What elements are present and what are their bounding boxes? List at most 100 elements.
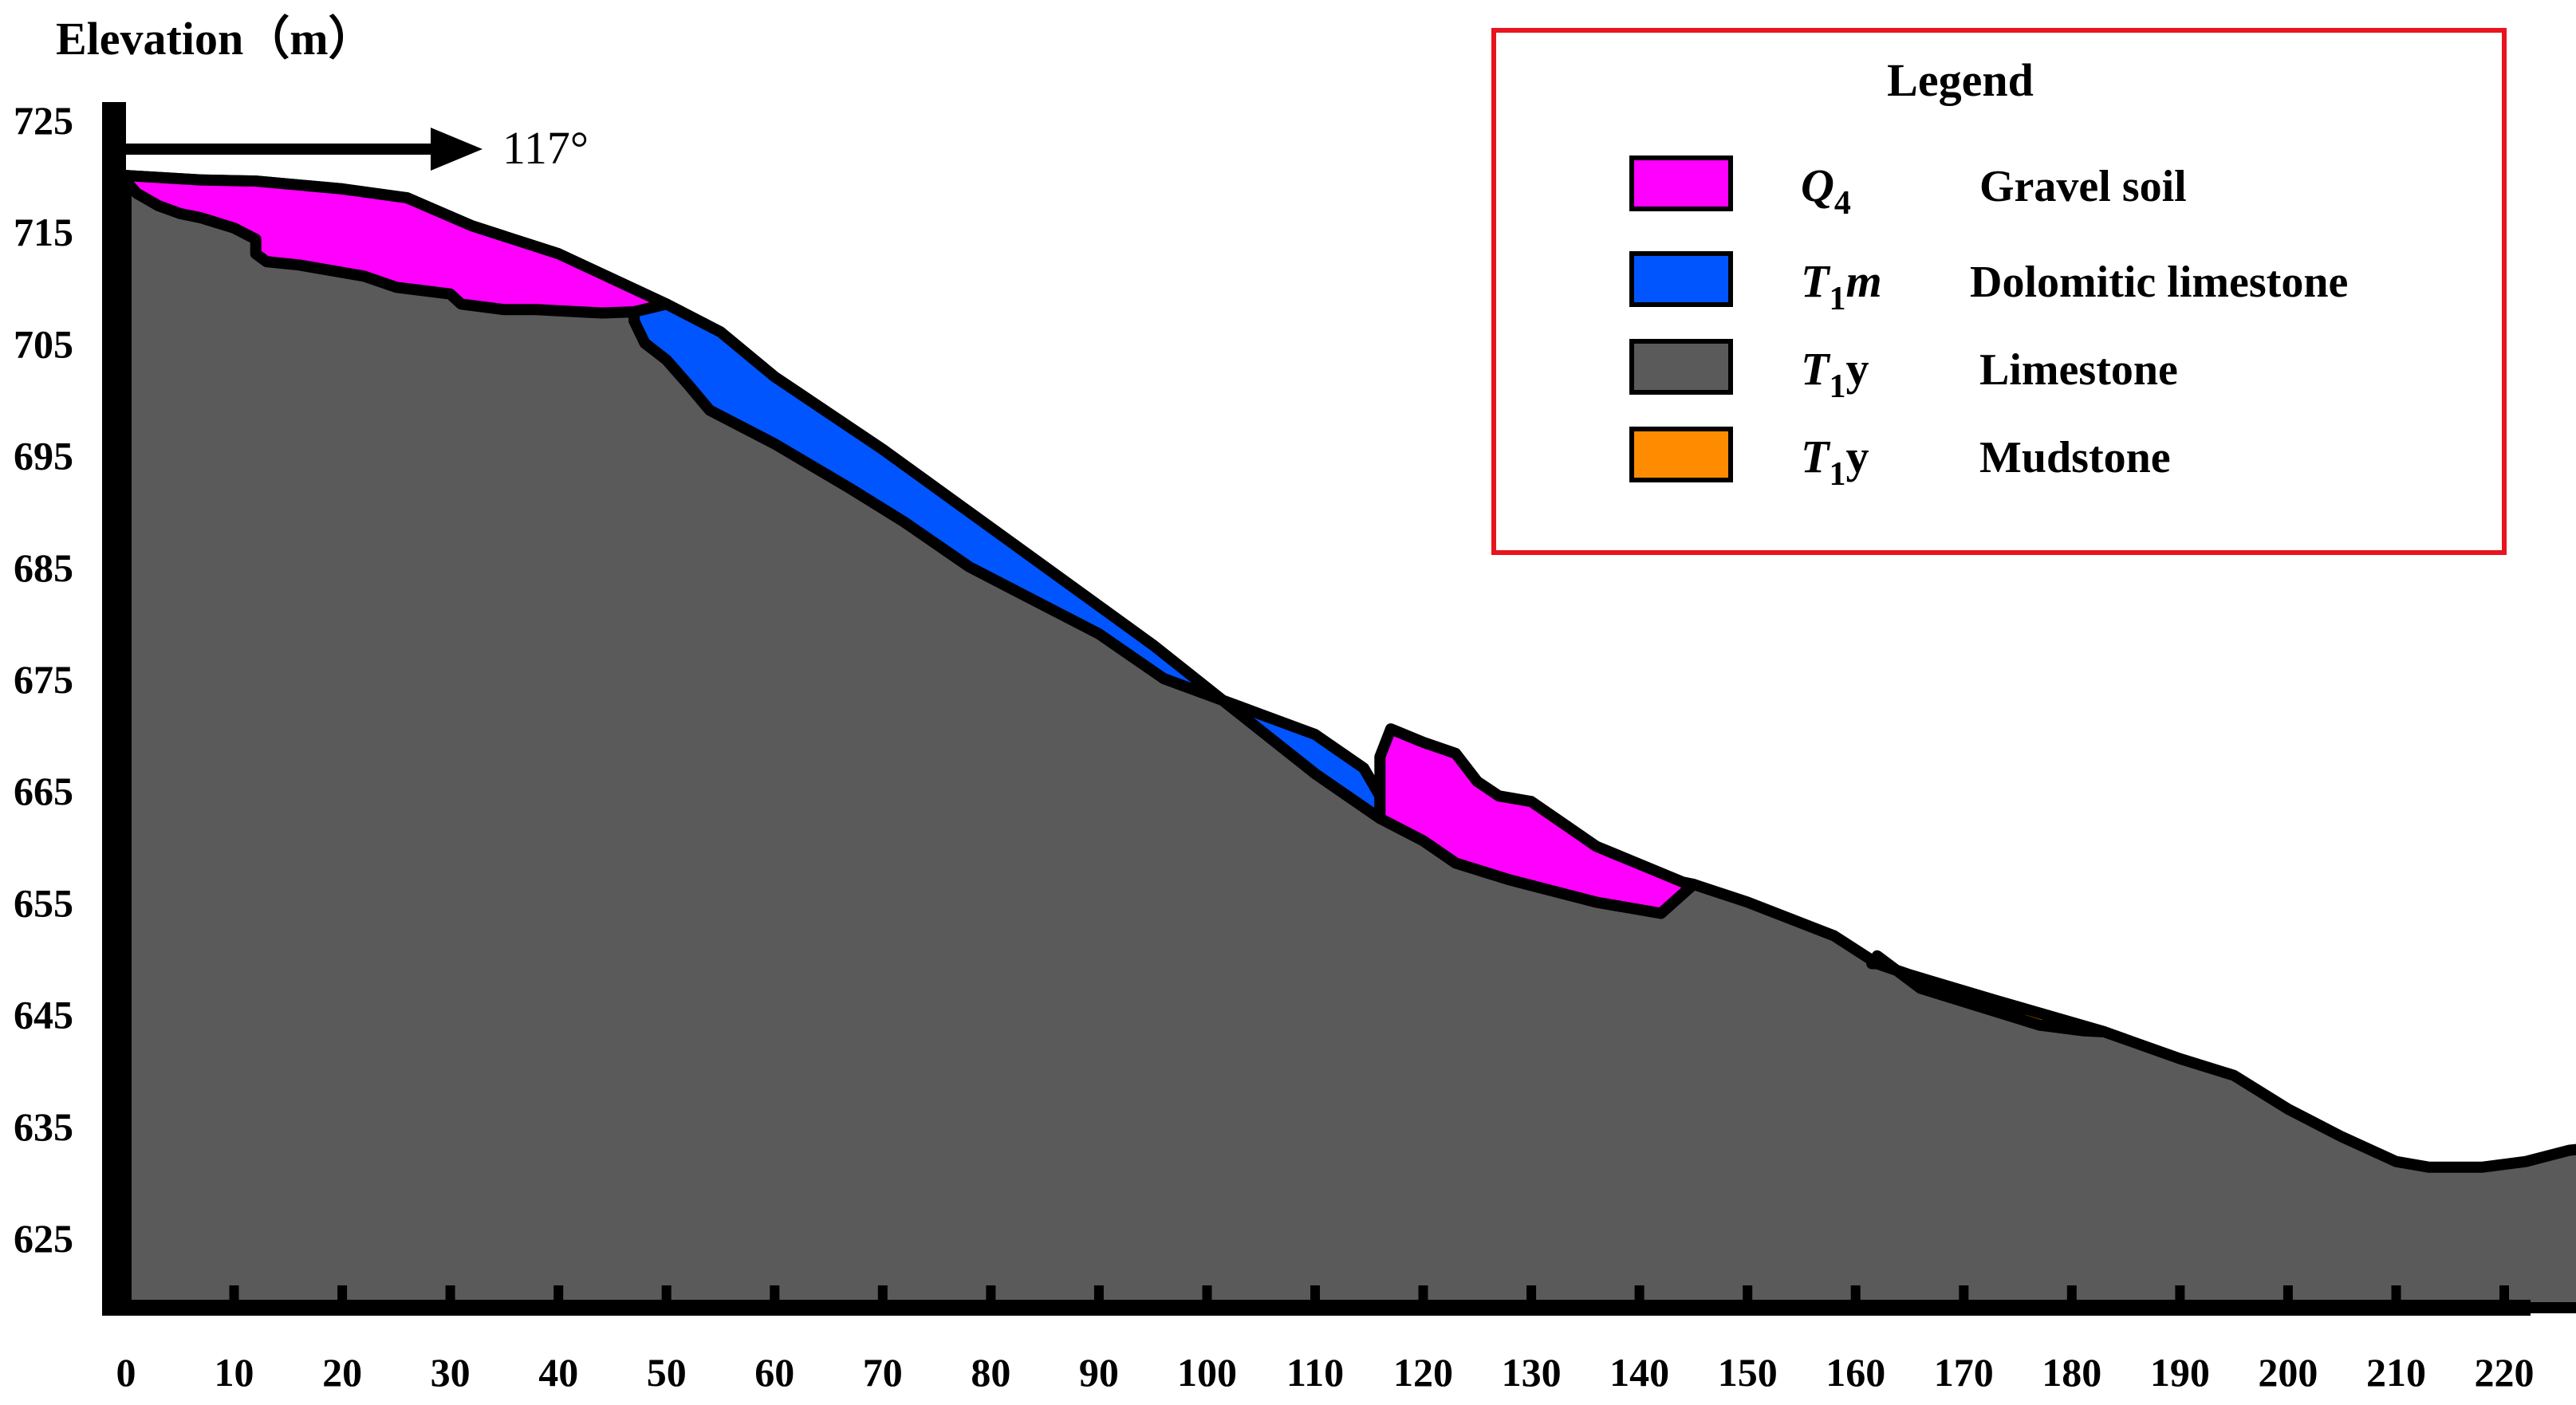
x-tick-mark [445, 1285, 455, 1303]
y-axis-title: Elevation（m） [56, 13, 375, 65]
x-tick-label: 210 [2366, 1350, 2426, 1395]
y-tick-label: 725 [14, 98, 73, 143]
x-tick-label: 0 [116, 1350, 136, 1395]
gravel-soil-layer-upper [120, 170, 672, 319]
x-tick-mark [337, 1285, 348, 1303]
x-tick-label: 30 [431, 1350, 471, 1395]
legend-label: Gravel soil [1979, 162, 2187, 211]
y-tick-label: 695 [14, 434, 73, 478]
legend-item: T1y Limestone [1629, 339, 2178, 405]
legend-title: Legend [1887, 54, 2034, 106]
x-tick-mark [1418, 1285, 1428, 1303]
y-tick-label: 625 [14, 1216, 73, 1261]
legend-symbol-letter: T [1801, 431, 1831, 482]
legend-swatch [1629, 155, 1733, 211]
x-tick-label: 60 [754, 1350, 794, 1395]
legend-swatch [1629, 251, 1733, 307]
x-tick-label: 170 [1934, 1350, 1994, 1395]
legend-symbol-subscript: 1 [1829, 456, 1845, 493]
y-tick-label: 645 [14, 993, 73, 1037]
legend-item: T1m Dolomitic limestone [1629, 251, 2348, 317]
legend-symbol-subscript: 1 [1829, 281, 1845, 317]
x-tick-label: 150 [1718, 1350, 1778, 1395]
y-tick-label: 635 [14, 1104, 73, 1149]
legend-label: Limestone [1979, 345, 2178, 395]
x-tick-mark [1959, 1285, 1969, 1303]
legend-symbol: T1y [1801, 431, 1869, 493]
legend-symbol-subscript: 1 [1829, 368, 1845, 405]
mudstone-layer [1866, 950, 2110, 1037]
legend-item: Q4 Gravel soil [1629, 155, 2187, 222]
x-tick-mark [1634, 1285, 1644, 1303]
x-tick-mark [1743, 1285, 1753, 1303]
x-tick-mark [229, 1285, 239, 1303]
legend-swatch [1629, 427, 1733, 482]
x-tick-mark [1202, 1285, 1212, 1303]
x-tick-mark [1093, 1285, 1104, 1303]
x-tick-label: 20 [322, 1350, 362, 1395]
x-tick-mark [877, 1285, 888, 1303]
x-tick-label: 80 [971, 1350, 1010, 1395]
x-tick-label: 180 [2042, 1350, 2101, 1395]
legend-symbol-subscript: 4 [1834, 185, 1851, 222]
legend-symbol-suffix: y [1845, 343, 1869, 395]
direction-label: 117° [502, 122, 589, 174]
legend-symbol-suffix: y [1845, 431, 1869, 482]
x-tick-mark [2391, 1285, 2401, 1303]
x-tick-mark [986, 1285, 996, 1303]
legend-symbol-letter: T [1801, 343, 1831, 395]
x-tick-label: 100 [1177, 1350, 1237, 1395]
x-tick-label: 130 [1502, 1350, 1562, 1395]
legend-symbol: T1y [1801, 343, 1869, 405]
y-axis-ticks: 725 715 705 695 685 675 665 655 645 635 625 [14, 98, 73, 1261]
x-tick-label: 70 [863, 1350, 903, 1395]
y-tick-label: 685 [14, 545, 73, 590]
legend-label: Mudstone [1979, 433, 2171, 482]
x-tick-label: 190 [2150, 1350, 2210, 1395]
strata-layers [120, 170, 2576, 1313]
dolomitic-limestone-layer [628, 298, 1386, 825]
x-tick-label: 200 [2258, 1350, 2318, 1395]
x-tick-mark [1850, 1285, 1861, 1303]
legend-symbol-letter: T [1801, 255, 1831, 307]
x-tick-mark [2175, 1285, 2185, 1303]
x-tick-label: 90 [1079, 1350, 1119, 1395]
x-tick-mark [2066, 1285, 2077, 1303]
x-tick-label: 50 [647, 1350, 687, 1395]
direction-arrow: 117° [126, 122, 589, 174]
x-tick-mark [661, 1285, 672, 1303]
x-tick-mark [770, 1285, 780, 1303]
legend-symbol-letter: Q [1801, 159, 1834, 211]
x-tick-mark [1310, 1285, 1320, 1303]
x-tick-label: 160 [1826, 1350, 1885, 1395]
y-axis-line [102, 102, 126, 1314]
y-tick-label: 665 [14, 769, 73, 813]
x-tick-label: 140 [1609, 1350, 1669, 1395]
x-tick-mark [2283, 1285, 2293, 1303]
y-tick-label: 655 [14, 880, 73, 925]
legend-symbol: T1m [1801, 255, 1882, 317]
y-tick-label: 675 [14, 657, 73, 702]
y-tick-label: 715 [14, 210, 73, 254]
legend-symbol-suffix: m [1845, 255, 1881, 307]
legend-label: Dolomitic limestone [1970, 258, 2348, 307]
x-tick-label: 10 [215, 1350, 254, 1395]
direction-arrow-head-icon [431, 128, 483, 171]
x-axis-ticks: 0 10 20 30 40 50 60 70 80 90 100 110 120 130 140 150 160… [116, 1285, 2535, 1395]
x-tick-label: 40 [538, 1350, 578, 1395]
x-tick-label: 220 [2475, 1350, 2535, 1395]
legend-swatch [1629, 339, 1733, 395]
gravel-soil-layer-lower [1374, 723, 1700, 919]
x-axis-line [102, 1300, 2531, 1316]
x-tick-label: 120 [1393, 1350, 1453, 1395]
legend-item: T1y Mudstone [1629, 427, 2171, 493]
x-tick-label: 110 [1286, 1350, 1344, 1395]
x-tick-mark [553, 1285, 564, 1303]
y-tick-label: 705 [14, 321, 73, 366]
x-tick-mark [1526, 1285, 1537, 1303]
legend-symbol: Q4 [1801, 159, 1851, 222]
x-tick-mark [2499, 1285, 2509, 1303]
